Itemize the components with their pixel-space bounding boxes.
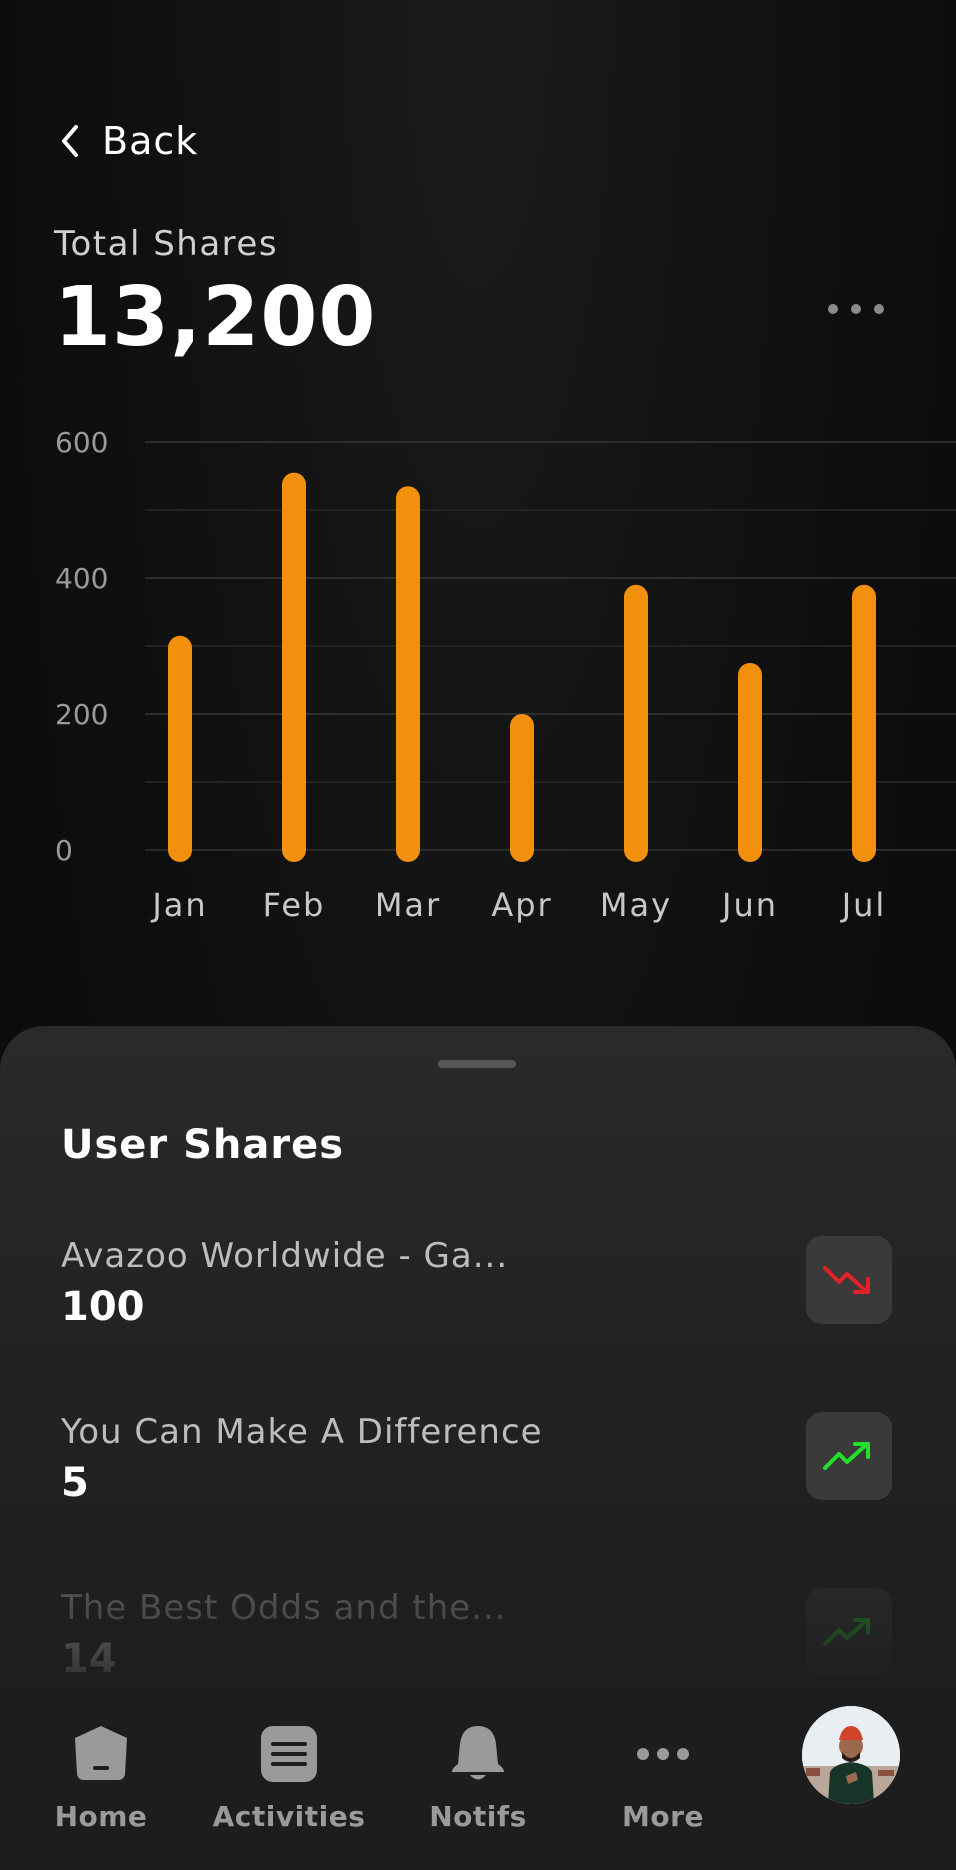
- chart-bar[interactable]: [396, 486, 420, 862]
- chart-bar[interactable]: [738, 663, 762, 862]
- trend-button[interactable]: [806, 1412, 892, 1500]
- x-tick-label: Mar: [375, 886, 441, 924]
- shares-bar-chart: 0200400600JanFebMarAprMayJunJulA: [55, 426, 956, 924]
- more-icon: [637, 1748, 689, 1760]
- x-tick-label: Feb: [263, 886, 326, 924]
- x-tick-label: Jul: [840, 886, 887, 924]
- avatar[interactable]: [802, 1706, 900, 1804]
- dot: [828, 304, 838, 314]
- y-tick-label: 400: [55, 562, 108, 595]
- nav-label: Home: [54, 1800, 148, 1833]
- bottom-fade: [0, 1580, 956, 1870]
- x-tick-label: Jun: [720, 886, 778, 924]
- nav-notifs[interactable]: Notifs: [388, 1722, 568, 1840]
- x-tick-label: May: [600, 886, 672, 924]
- trend-down-icon: [823, 1266, 870, 1294]
- home-icon: [75, 1726, 127, 1780]
- share-item-name: You Can Make A Difference: [61, 1412, 543, 1452]
- back-label: Back: [102, 119, 199, 163]
- total-shares-value: 13,200: [54, 270, 377, 365]
- chart-bar[interactable]: [282, 472, 306, 862]
- sheet-drag-handle[interactable]: [438, 1060, 516, 1068]
- activities-icon: [261, 1726, 317, 1782]
- bell-icon: [452, 1726, 504, 1780]
- x-tick-label: Apr: [491, 886, 552, 924]
- total-shares-label: Total Shares: [54, 224, 279, 264]
- nav-activities[interactable]: Activities: [199, 1722, 379, 1840]
- x-tick-label: Jan: [150, 886, 207, 924]
- nav-label: Activities: [212, 1800, 366, 1833]
- chart-bar[interactable]: [168, 635, 192, 862]
- back-button[interactable]: Back: [56, 112, 198, 170]
- trend-button[interactable]: [806, 1236, 892, 1324]
- y-tick-label: 0: [55, 834, 73, 867]
- user-shares-title: User Shares: [61, 1122, 345, 1168]
- nav-label: More: [622, 1800, 704, 1833]
- share-item-count: 100: [61, 1284, 145, 1330]
- share-item[interactable]: You Can Make A Difference 5: [61, 1412, 895, 1532]
- more-options-button[interactable]: [828, 296, 884, 322]
- share-item-name: Avazoo Worldwide - Ga...: [61, 1236, 509, 1276]
- bottom-nav: Home Activities Notifs More: [0, 1700, 956, 1850]
- chart-bar[interactable]: [510, 714, 534, 862]
- share-item[interactable]: Avazoo Worldwide - Ga... 100: [61, 1236, 895, 1356]
- chart-bar[interactable]: [852, 584, 876, 862]
- chevron-left-icon: [62, 125, 78, 157]
- nav-more[interactable]: More: [573, 1722, 753, 1840]
- dot: [874, 304, 884, 314]
- trend-up-icon: [823, 1442, 870, 1470]
- share-item-count: 5: [61, 1460, 89, 1506]
- dot: [851, 304, 861, 314]
- nav-home[interactable]: Home: [11, 1722, 191, 1840]
- chart-bar[interactable]: [624, 584, 648, 862]
- user-avatar-icon: [802, 1706, 900, 1804]
- y-tick-label: 200: [55, 698, 108, 731]
- y-tick-label: 600: [55, 426, 108, 459]
- nav-label: Notifs: [429, 1800, 527, 1833]
